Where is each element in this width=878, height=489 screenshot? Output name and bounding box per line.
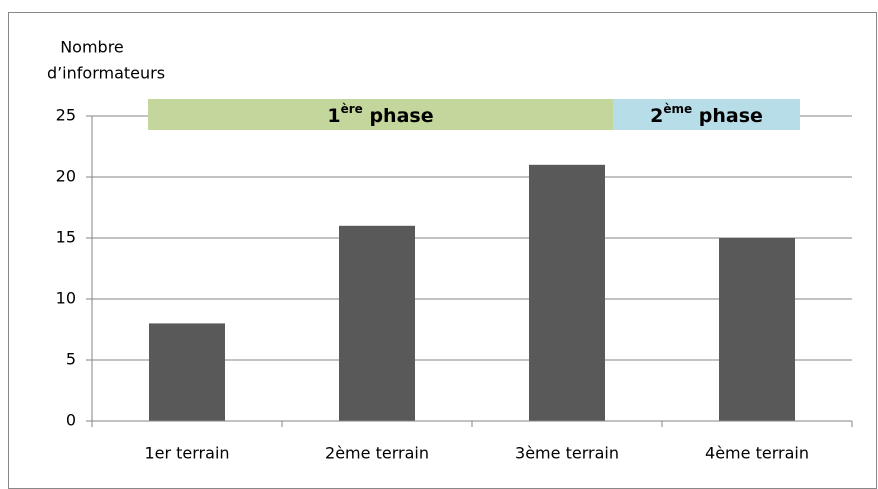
- phase-sup: ère: [341, 102, 363, 116]
- phase-band: [613, 99, 800, 130]
- phase-band: [148, 99, 613, 130]
- bar: [339, 225, 415, 421]
- x-tick-label: 3ème terrain: [515, 444, 619, 463]
- y-tick-label: 10: [56, 289, 76, 308]
- y-tick-label: 0: [66, 411, 76, 430]
- phase-text: phase: [692, 105, 763, 127]
- x-tick-label: 4ème terrain: [705, 444, 809, 463]
- bar: [719, 238, 795, 421]
- y-axis-label: Nombre: [60, 38, 124, 57]
- phase-label: 2ème phase: [650, 102, 763, 127]
- x-tick-label: 1er terrain: [144, 444, 229, 463]
- y-tick-label: 5: [66, 350, 76, 369]
- phase-number: 2: [650, 105, 663, 127]
- y-axis-label: d’informateurs: [47, 64, 165, 83]
- bar: [149, 323, 225, 421]
- phase-number: 1: [327, 105, 340, 127]
- phase-text: phase: [363, 105, 434, 127]
- phase-label: 1ère phase: [327, 102, 433, 127]
- phase-sup: ème: [663, 102, 692, 116]
- y-tick-label: 15: [56, 228, 76, 247]
- y-tick-label: 20: [56, 167, 76, 186]
- y-tick-label: 25: [56, 106, 76, 125]
- x-tick-label: 2ème terrain: [325, 444, 429, 463]
- bar: [529, 164, 605, 422]
